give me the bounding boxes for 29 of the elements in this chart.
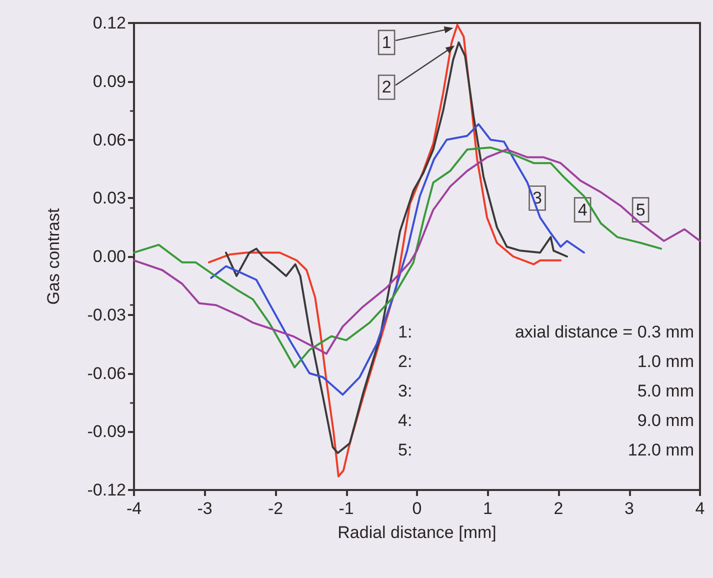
x-tick-label: 1 <box>483 499 492 518</box>
x-tick-label: 2 <box>554 499 564 518</box>
x-tick-label: -1 <box>338 499 354 518</box>
x-tick-label: 4 <box>695 499 705 518</box>
x-tick-label: 3 <box>624 499 634 518</box>
x-axis-title: Radial distance [mm] <box>338 523 496 542</box>
y-tick-label: -0.03 <box>87 305 126 324</box>
x-tick-label: -3 <box>197 499 212 518</box>
text: 5: 12.0 mm <box>398 440 694 460</box>
y-axis-title: Gas contrast <box>44 208 63 305</box>
text: 1: axial distance = 0.3 mm <box>398 322 694 342</box>
y-tick-label: -0.09 <box>87 422 126 442</box>
text: 4: 9.0 mm <box>398 411 694 430</box>
annotation: 5 <box>636 200 646 220</box>
y-tick-label: -0.06 <box>87 364 126 383</box>
x-tick-label: -2 <box>268 499 284 518</box>
annotation: 1 <box>382 32 392 52</box>
y-tick-label: 0.09 <box>92 72 126 91</box>
text: 3: 5.0 mm <box>398 382 694 400</box>
y-tick-label: -0.12 <box>87 480 126 500</box>
y-tick-label: 0.06 <box>92 130 126 150</box>
x-tick-label: 0 <box>412 499 422 518</box>
annotation: 2 <box>382 78 392 97</box>
annotation: 4 <box>578 200 588 220</box>
y-tick-label: 0.03 <box>92 188 126 208</box>
y-tick-label: 0.00 <box>92 247 126 266</box>
y-tick-label: 0.12 <box>92 14 126 32</box>
x-tick-label: -4 <box>126 499 142 518</box>
text: 2: 1.0 mm <box>398 352 694 371</box>
